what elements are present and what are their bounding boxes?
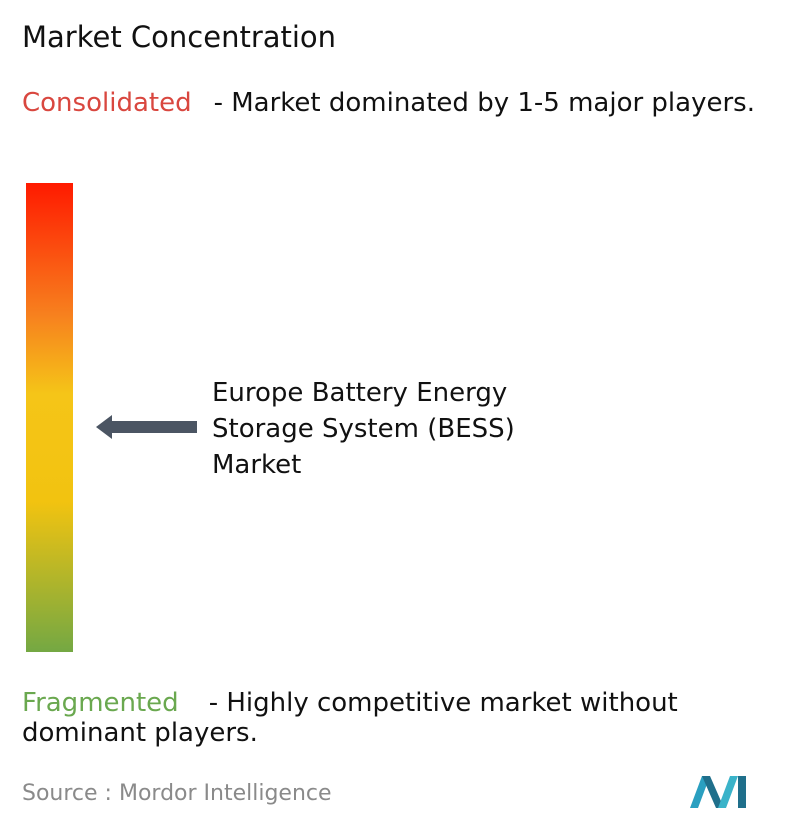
source-label: Source : xyxy=(22,781,112,806)
consolidated-description: - Market dominated by 1-5 major players. xyxy=(213,88,755,118)
source-value: Mordor Intelligence xyxy=(118,781,332,806)
fragmented-description: - Highly competitive market without domi… xyxy=(22,688,678,748)
title: Market Concentration xyxy=(22,20,337,54)
fragmented-row: Fragmented - Highly competitive market wi… xyxy=(22,688,792,748)
market-label: Europe Battery Energy Storage System (BE… xyxy=(212,378,515,480)
consolidated-label: Consolidated xyxy=(22,88,192,118)
source: Source : Mordor Intelligence xyxy=(22,781,332,806)
position-arrow xyxy=(96,415,197,439)
fragmented-label: Fragmented xyxy=(22,688,179,718)
logo xyxy=(690,776,746,808)
scale-graphic xyxy=(26,183,197,652)
concentration-bar xyxy=(26,183,73,652)
consolidated-row: Consolidated - Market dominated by 1-5 ma… xyxy=(22,88,792,118)
